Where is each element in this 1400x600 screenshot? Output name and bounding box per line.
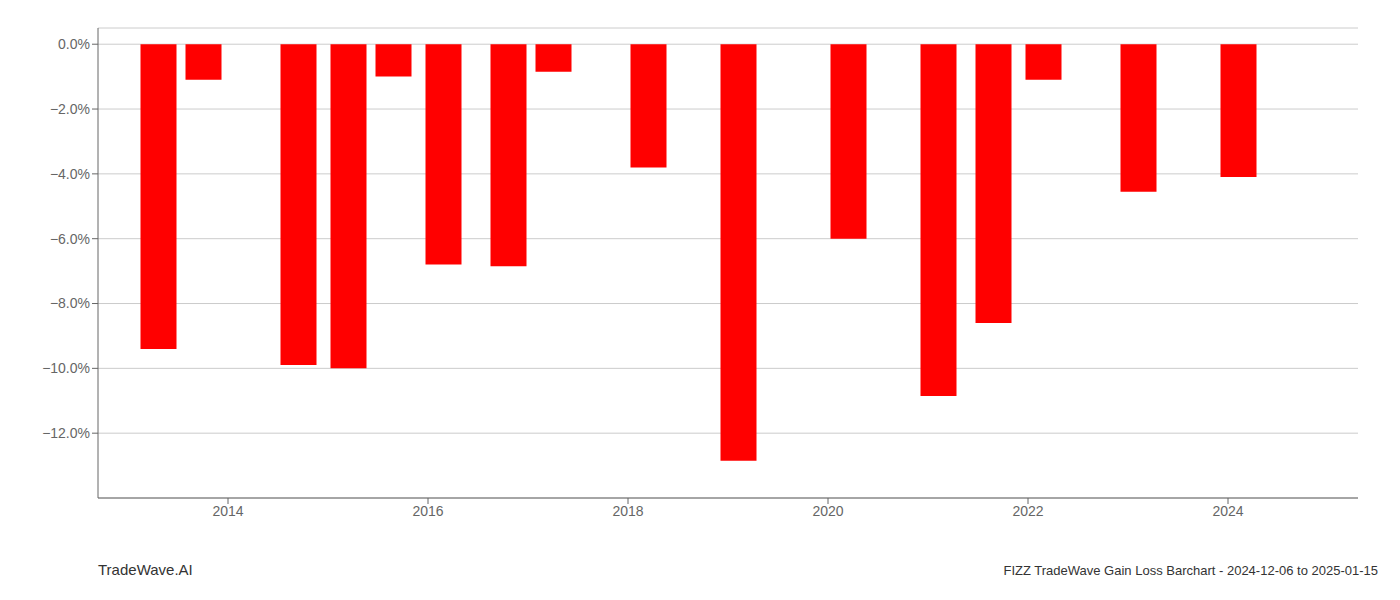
svg-text:2022: 2022 [1012, 503, 1043, 519]
svg-text:2016: 2016 [412, 503, 443, 519]
svg-text:2020: 2020 [812, 503, 843, 519]
svg-text:2018: 2018 [612, 503, 643, 519]
svg-text:−12.0%: −12.0% [42, 425, 90, 441]
svg-text:2014: 2014 [212, 503, 243, 519]
svg-text:0.0%: 0.0% [58, 36, 90, 52]
svg-text:−6.0%: −6.0% [50, 231, 90, 247]
svg-text:−2.0%: −2.0% [50, 101, 90, 117]
svg-text:−4.0%: −4.0% [50, 166, 90, 182]
html-text:FIZZ TradeWave Gain Loss Barch: FIZZ TradeWave Gain Loss Barchart - 2024… [1003, 563, 1378, 578]
svg-text:−10.0%: −10.0% [42, 360, 90, 376]
svg-text:2024: 2024 [1212, 503, 1243, 519]
html-text:TradeWave.AI: TradeWave.AI [98, 561, 193, 578]
svg-text:−8.0%: −8.0% [50, 295, 90, 311]
